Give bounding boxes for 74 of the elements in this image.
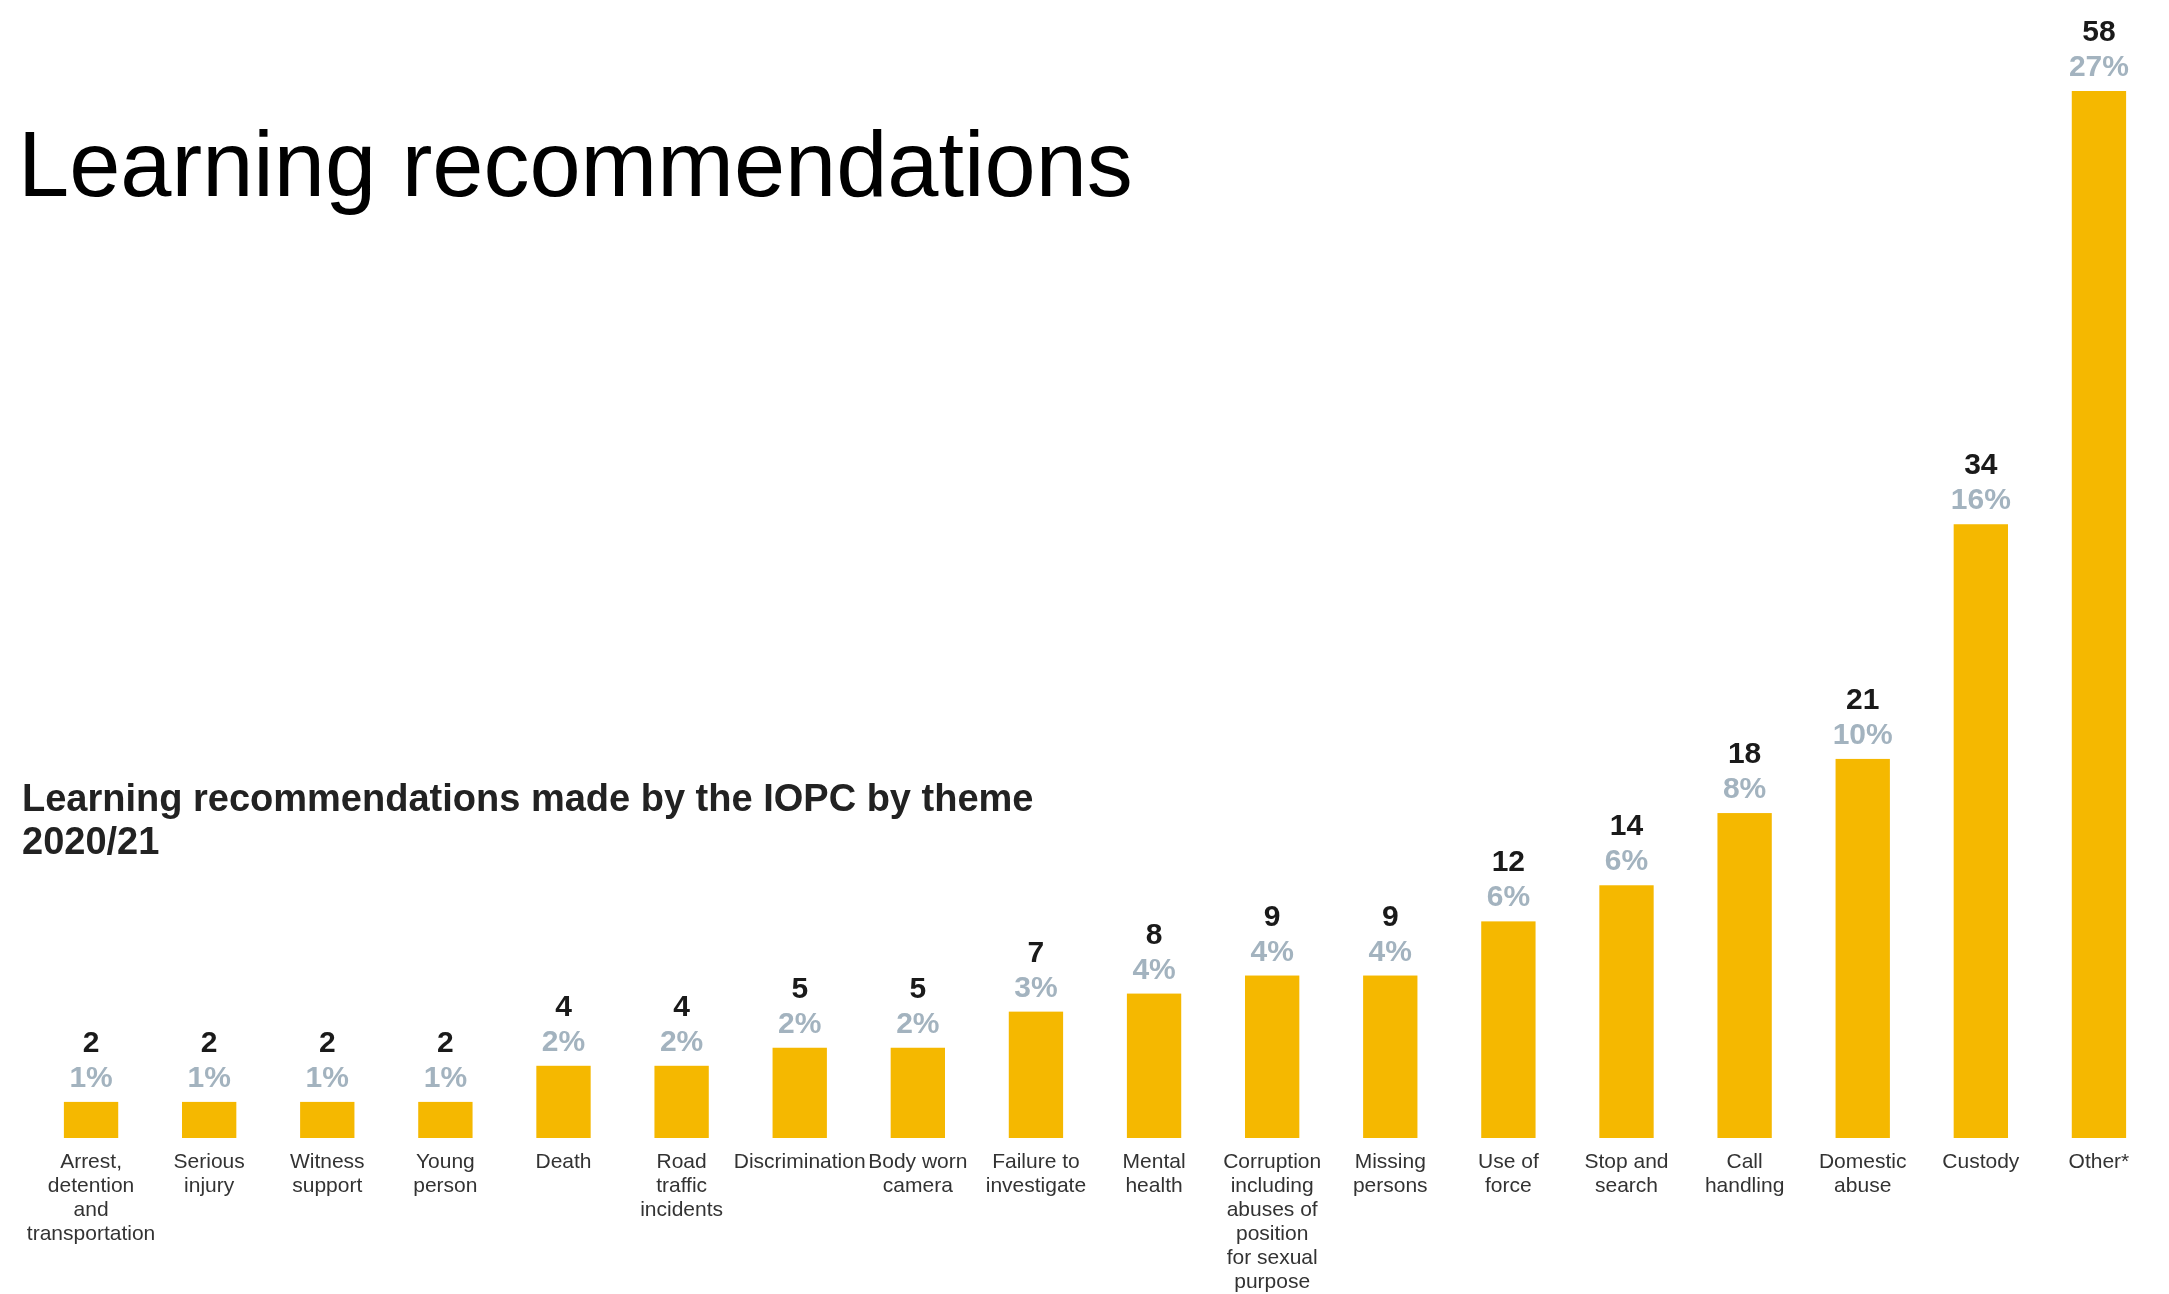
data-label: 8	[1145, 916, 1163, 950]
x-tick-label: Other*	[2068, 1149, 2130, 1172]
annotation: 1%	[423, 1059, 468, 1093]
bar	[63, 1101, 119, 1138]
annotation: 16%	[1950, 482, 2011, 516]
data-label: 21	[1846, 681, 1880, 715]
annotation: 4%	[1368, 933, 1412, 967]
annotation: 3%	[1014, 969, 1058, 1003]
x-tick-label: Death	[535, 1149, 592, 1172]
annotation: 6%	[1486, 879, 1531, 913]
annotation: 8%	[1722, 771, 1767, 805]
bar	[1126, 993, 1182, 1138]
x-tick-label: Missing persons	[1352, 1149, 1428, 1196]
x-tick-label: Stop and search	[1584, 1149, 1669, 1196]
x-tick-label: Young person	[413, 1149, 478, 1196]
annotation: 2%	[541, 1023, 586, 1057]
x-tick-label: Discrimination	[733, 1149, 866, 1172]
data-label: 2	[437, 1024, 454, 1058]
chart-title: Learning recommendations	[18, 113, 1133, 215]
annotation: 2%	[778, 1005, 822, 1039]
x-tick-label: Serious injury	[173, 1149, 245, 1196]
annotation: 2%	[659, 1023, 704, 1057]
data-label: 9	[1381, 898, 1399, 932]
bar	[536, 1065, 591, 1138]
bar	[182, 1101, 237, 1138]
data-label: 7	[1027, 934, 1045, 968]
bar	[1481, 921, 1536, 1138]
bar	[418, 1101, 473, 1138]
bar	[1717, 813, 1772, 1138]
annotation: 2%	[896, 1005, 940, 1039]
data-label: 2	[318, 1024, 336, 1058]
x-tick-label: Corruption including abuses of position for sexual purpose	[1223, 1149, 1322, 1292]
bar	[1835, 758, 1890, 1138]
data-label: 5	[909, 970, 927, 1004]
data-label: 12	[1491, 844, 1526, 878]
data-label: 14	[1609, 808, 1644, 842]
x-tick-label: Mental health	[1122, 1149, 1186, 1196]
data-label: 4	[673, 988, 691, 1022]
data-label: 5	[791, 970, 809, 1004]
bar	[1599, 885, 1654, 1138]
bar	[300, 1101, 355, 1138]
data-label: 58	[2082, 14, 2116, 47]
annotation: 27%	[2068, 49, 2129, 82]
bar	[654, 1065, 709, 1138]
data-label: 34	[1964, 447, 1998, 481]
data-label: 2	[200, 1024, 218, 1058]
x-tick-label: Domestic abuse	[1818, 1149, 1907, 1196]
x-tick-label: Arrest, detention and transportation	[26, 1149, 156, 1244]
bar	[1363, 975, 1418, 1138]
data-label: 9	[1263, 898, 1281, 932]
annotation: 4%	[1132, 951, 1176, 985]
x-tick-label: Call handling	[1704, 1149, 1785, 1196]
annotation: 4%	[1250, 933, 1294, 967]
bar	[1953, 524, 2008, 1138]
text: Learning recommendations made by the IOPC by theme 2020/21	[22, 777, 1034, 862]
bar	[1008, 1011, 1064, 1138]
annotation: 1%	[187, 1059, 231, 1093]
data-label: 18	[1727, 736, 1762, 770]
annotation: 6%	[1604, 843, 1649, 877]
x-tick-label: Use of force	[1478, 1149, 1539, 1196]
x-tick-label: Body worn camera	[868, 1149, 968, 1196]
bar	[1245, 975, 1300, 1138]
bar	[2071, 91, 2127, 1138]
annotation: 1%	[305, 1059, 349, 1093]
bar	[890, 1047, 945, 1138]
x-tick-label: Witness support	[289, 1149, 365, 1196]
data-label: 2	[82, 1024, 100, 1058]
data-label: 4	[555, 988, 573, 1022]
annotation: 10%	[1832, 716, 1893, 750]
bar	[772, 1047, 827, 1138]
x-tick-label: Road traffic incidents	[640, 1149, 724, 1220]
x-tick-label: Failure to investigate	[985, 1149, 1087, 1196]
annotation: 1%	[69, 1059, 113, 1093]
x-tick-label: Custody	[1942, 1149, 2020, 1172]
